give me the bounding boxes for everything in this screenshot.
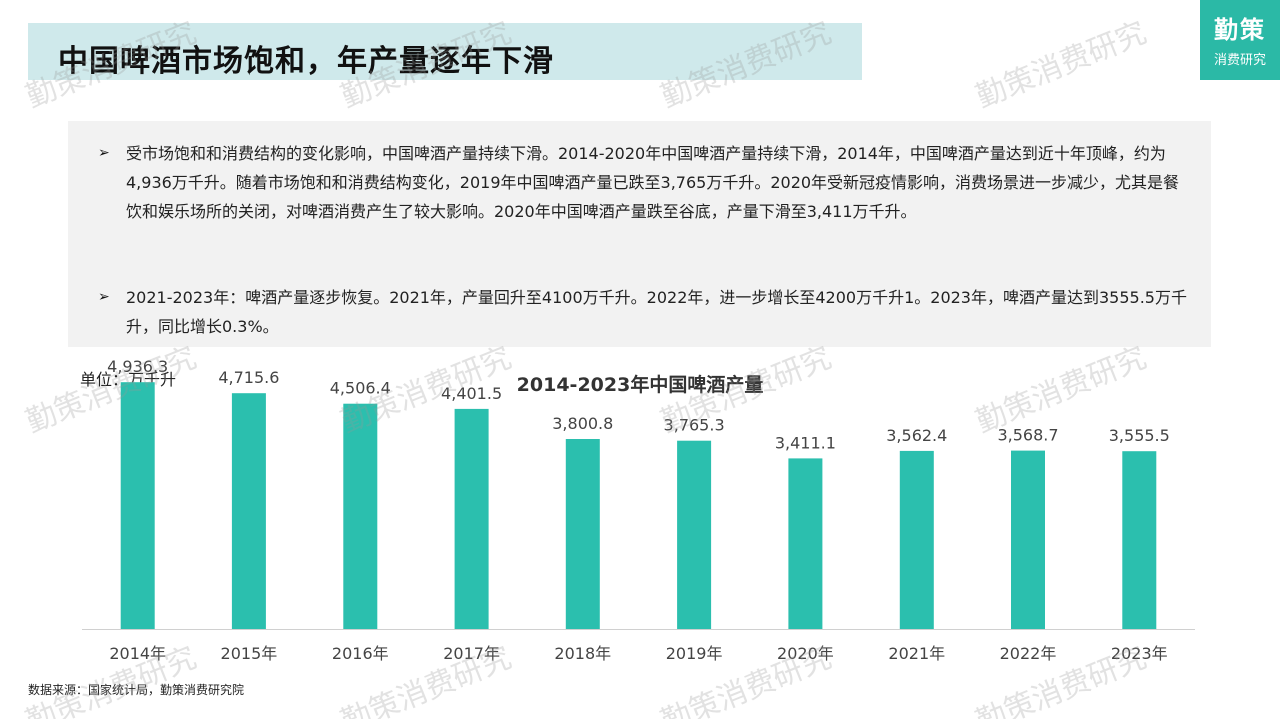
data-label: 4,506.4 — [330, 379, 391, 398]
data-label: 4,715.6 — [218, 368, 279, 387]
summary-box — [68, 121, 1211, 347]
x-tick-label: 2022年 — [1000, 644, 1057, 663]
summary-bullet-text: 2021-2023年：啤酒产量逐步恢复。2021年，产量回升至4100万千升。2… — [126, 288, 1187, 336]
bar-2020年 — [788, 458, 823, 629]
x-tick-label: 2014年 — [109, 644, 166, 663]
bullet-arrow-icon: ➢ — [98, 289, 110, 305]
bullet-arrow-icon: ➢ — [98, 145, 110, 161]
bar-2014年 — [120, 382, 155, 629]
bar-2015年 — [231, 393, 266, 629]
brand-logo-main: 勤策 — [1214, 16, 1266, 44]
x-tick-label: 2017年 — [443, 644, 500, 663]
brand-logo: 勤策 消费研究 — [1200, 0, 1280, 80]
data-label: 4,936.3 — [107, 357, 168, 376]
summary-bullet-text: 受市场饱和和消费结构的变化影响，中国啤酒产量持续下滑。2014-2020年中国啤… — [126, 144, 1180, 221]
data-label: 4,401.5 — [441, 384, 502, 403]
bar-2016年 — [343, 403, 378, 629]
title-band — [28, 23, 862, 80]
x-tick-label: 2019年 — [666, 644, 723, 663]
bar-2021年 — [899, 450, 934, 629]
x-tick-label: 2015年 — [221, 644, 278, 663]
data-label: 3,765.3 — [664, 416, 725, 435]
data-label: 3,562.4 — [886, 426, 947, 445]
data-label: 3,800.8 — [552, 414, 613, 433]
bar-2022年 — [1011, 450, 1045, 629]
data-label: 3,568.7 — [997, 426, 1058, 445]
x-tick-label: 2021年 — [888, 644, 945, 663]
bar-2018年 — [565, 439, 600, 629]
data-source: 数据来源：国家统计局，勤策消费研究院 — [28, 683, 245, 697]
summary-bullet-2: ➢ 2021-2023年：啤酒产量逐步恢复。2021年，产量回升至4100万千升… — [98, 283, 1188, 341]
chart-title: 2014-2023年中国啤酒产量 — [516, 374, 764, 396]
bar-2017年 — [454, 408, 489, 629]
brand-logo-sub: 消费研究 — [1213, 53, 1266, 68]
x-tick-label: 2020年 — [777, 644, 834, 663]
x-tick-label: 2016年 — [332, 644, 389, 663]
bar-2023年 — [1122, 451, 1157, 629]
data-label: 3,555.5 — [1109, 426, 1170, 445]
summary-bullet-1: ➢ 受市场饱和和消费结构的变化影响，中国啤酒产量持续下滑。2014-2020年中… — [98, 139, 1188, 226]
x-tick-label: 2023年 — [1111, 644, 1168, 663]
x-tick-label: 2018年 — [554, 644, 611, 663]
data-label: 3,411.1 — [775, 433, 836, 452]
bar-2019年 — [677, 440, 712, 629]
page-title: 中国啤酒市场饱和，年产量逐年下滑 — [58, 44, 554, 79]
